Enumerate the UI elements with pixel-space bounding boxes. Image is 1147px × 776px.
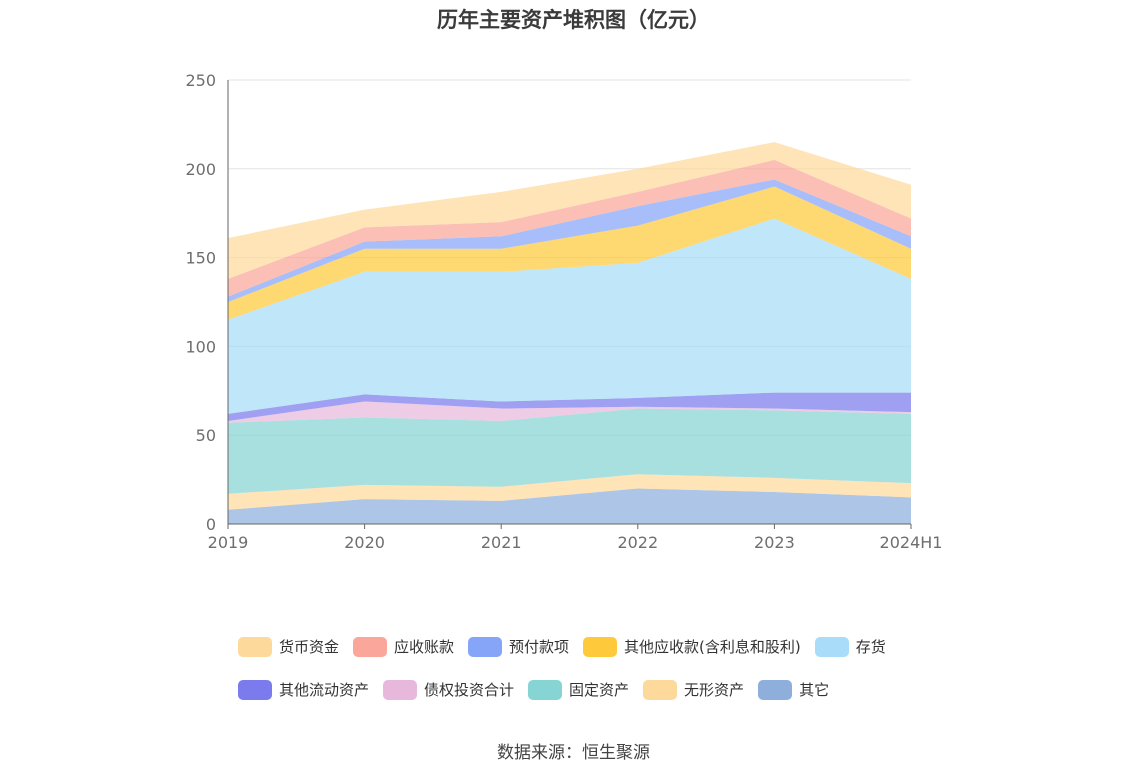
legend-swatch: [383, 679, 418, 700]
legend-label: 固定资产: [569, 681, 630, 699]
chart-title: 历年主要资产堆积图（亿元）: [437, 8, 710, 32]
x-tick-label: 2022: [617, 533, 658, 552]
area-series-1: [228, 474, 911, 510]
data-source: 数据来源：恒生聚源: [497, 743, 650, 763]
legend-label: 其他流动资产: [279, 681, 370, 699]
legend-item[interactable]: 应收账款: [353, 636, 454, 657]
stacked-area-chart: 0 50 100 150 200 250 2019 2020 2021 2022 2023 2024H…: [185, 71, 943, 552]
chart-legend: 货币资金 应收账款 预付款项 其他应收款(含利息和股利) 存货其他流动资产 债权投资合计 固…: [238, 636, 938, 700]
area-series-2: [228, 408, 911, 494]
legend-swatch: [643, 679, 678, 700]
y-tick-label: 150: [185, 249, 216, 268]
legend-swatch: [528, 679, 563, 700]
y-tick-label: 50: [196, 426, 216, 445]
legend-item[interactable]: 债权投资合计: [383, 679, 514, 700]
legend-label: 应收账款: [394, 638, 455, 656]
legend-item[interactable]: 预付款项: [468, 636, 569, 657]
area-series-6: [228, 186, 911, 320]
legend-label: 债权投资合计: [424, 681, 515, 699]
y-tick-label: 0: [206, 515, 216, 534]
legend-item[interactable]: 其他流动资产: [238, 679, 369, 700]
legend-item[interactable]: 存货: [814, 636, 886, 657]
legend-label: 预付款项: [509, 638, 570, 656]
x-tick-label: 2024H1: [880, 533, 943, 552]
area-series-5: [228, 218, 911, 414]
area-series-3: [228, 401, 911, 423]
y-tick-label: 250: [185, 71, 216, 90]
area-series-8: [228, 159, 911, 297]
area-series-9: [228, 142, 911, 279]
legend-item[interactable]: 无形资产: [643, 679, 744, 700]
x-tick-label: 2019: [208, 533, 249, 552]
x-tick-label: 2020: [344, 533, 385, 552]
legend-swatch: [814, 636, 849, 657]
legend-swatch: [238, 636, 272, 657]
legend-swatch: [468, 636, 503, 657]
x-tick-label: 2021: [481, 533, 522, 552]
legend-swatch: [583, 636, 618, 657]
legend-label: 存货: [855, 638, 886, 656]
legend-swatch: [238, 679, 272, 700]
legend-item[interactable]: 其他应收款(含利息和股利): [583, 636, 801, 657]
legend-label: 其他应收款(含利息和股利): [624, 638, 801, 656]
legend-label: 无形资产: [684, 681, 745, 699]
legend-item[interactable]: 货币资金: [238, 636, 339, 657]
area-series-0: [228, 488, 911, 524]
legend-label: 货币资金: [279, 638, 340, 656]
legend-label: 其它: [799, 681, 830, 699]
legend-swatch: [353, 636, 388, 657]
legend-swatch: [758, 679, 793, 700]
y-tick-label: 100: [185, 337, 216, 356]
y-tick-label: 200: [185, 160, 216, 179]
legend-item[interactable]: 固定资产: [528, 679, 629, 700]
legend-item[interactable]: 其它: [758, 679, 829, 700]
area-series-4: [228, 392, 911, 421]
x-tick-label: 2023: [754, 533, 795, 552]
